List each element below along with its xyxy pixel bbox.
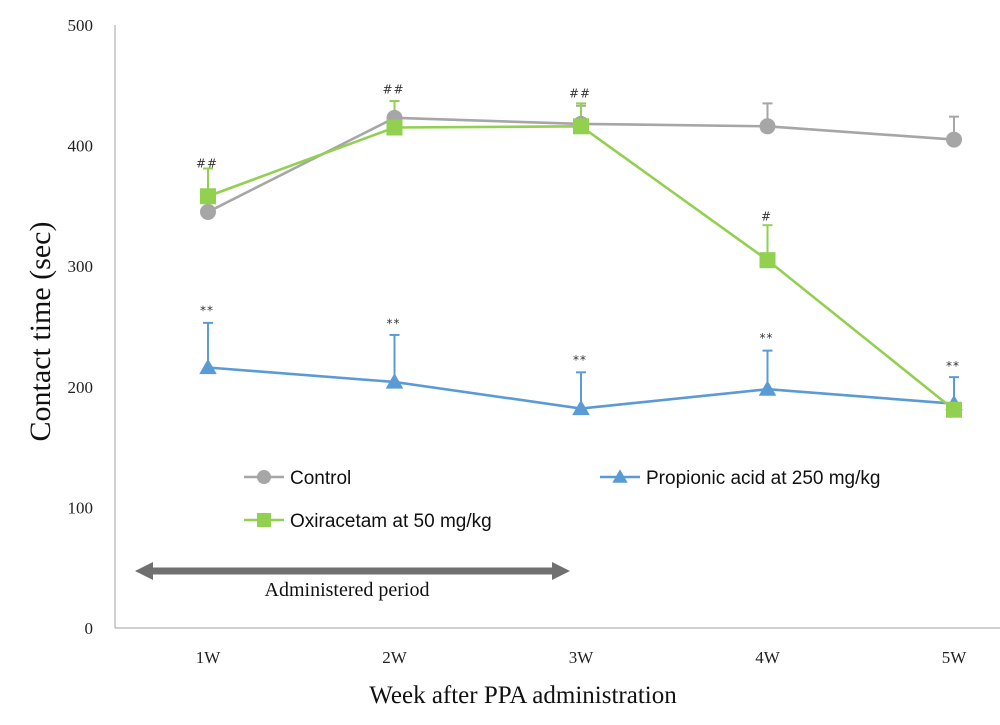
y-tick-label: 100	[68, 498, 94, 517]
axes: 0 100 200 300 400 500 1W 2W 3W 4W 5W	[68, 16, 1000, 667]
significance-label: **	[200, 303, 214, 317]
significance-label: #	[761, 209, 772, 223]
period-arrow-head-left	[135, 562, 153, 580]
significance-label: **	[760, 331, 774, 345]
data-point	[572, 399, 590, 416]
x-axis-title: Week after PPA administration	[369, 682, 677, 709]
data-point	[758, 380, 777, 396]
y-tick-label: 400	[68, 137, 94, 156]
x-tick-label: 3W	[569, 648, 595, 667]
significance-label: ##	[569, 86, 591, 100]
data-point	[573, 118, 589, 135]
x-tick-label: 1W	[196, 648, 222, 667]
data-point	[200, 203, 216, 220]
x-tick-label: 2W	[382, 648, 408, 667]
series	[200, 118, 962, 418]
significance-label: ##	[196, 156, 218, 170]
y-axis-title: Contact time (sec)	[24, 222, 57, 442]
plot-area: #### ###**********	[196, 83, 963, 418]
significance-label: **	[946, 359, 960, 373]
legend-entry: Control	[244, 468, 351, 489]
period-arrow-head-right	[552, 562, 570, 580]
data-point	[199, 358, 217, 375]
data-point	[946, 131, 962, 148]
legend-label: Oxiracetam at 50 mg/kg	[290, 511, 492, 532]
legend-marker	[257, 470, 271, 484]
data-point	[759, 252, 776, 269]
x-tick-label: 5W	[942, 648, 968, 667]
legend-marker	[257, 513, 271, 527]
y-tick-label: 500	[68, 16, 94, 35]
legend-entry: Propionic acid at 250 mg/kg	[600, 468, 880, 489]
data-point	[386, 119, 403, 136]
significance-label: **	[387, 317, 401, 331]
y-tick-label: 200	[68, 378, 94, 397]
series-line	[207, 125, 955, 411]
data-point	[385, 373, 404, 389]
significance-label: ##	[382, 83, 404, 97]
administered-period: Administered period	[135, 562, 570, 601]
legend: Control Propionic acid at 250 mg/kg Oxirac…	[244, 468, 880, 532]
significance-label: **	[573, 353, 587, 367]
y-tick-label: 0	[85, 619, 94, 638]
x-tick-label: 4W	[755, 648, 781, 667]
data-point	[200, 188, 216, 205]
y-tick-label: 300	[68, 257, 94, 276]
data-point	[946, 401, 962, 418]
legend-label: Control	[290, 468, 351, 489]
legend-marker	[612, 469, 628, 483]
legend-label: Propionic acid at 250 mg/kg	[646, 468, 880, 489]
data-point	[759, 118, 776, 135]
legend-entry: Oxiracetam at 50 mg/kg	[244, 511, 492, 532]
period-label: Administered period	[265, 579, 430, 601]
